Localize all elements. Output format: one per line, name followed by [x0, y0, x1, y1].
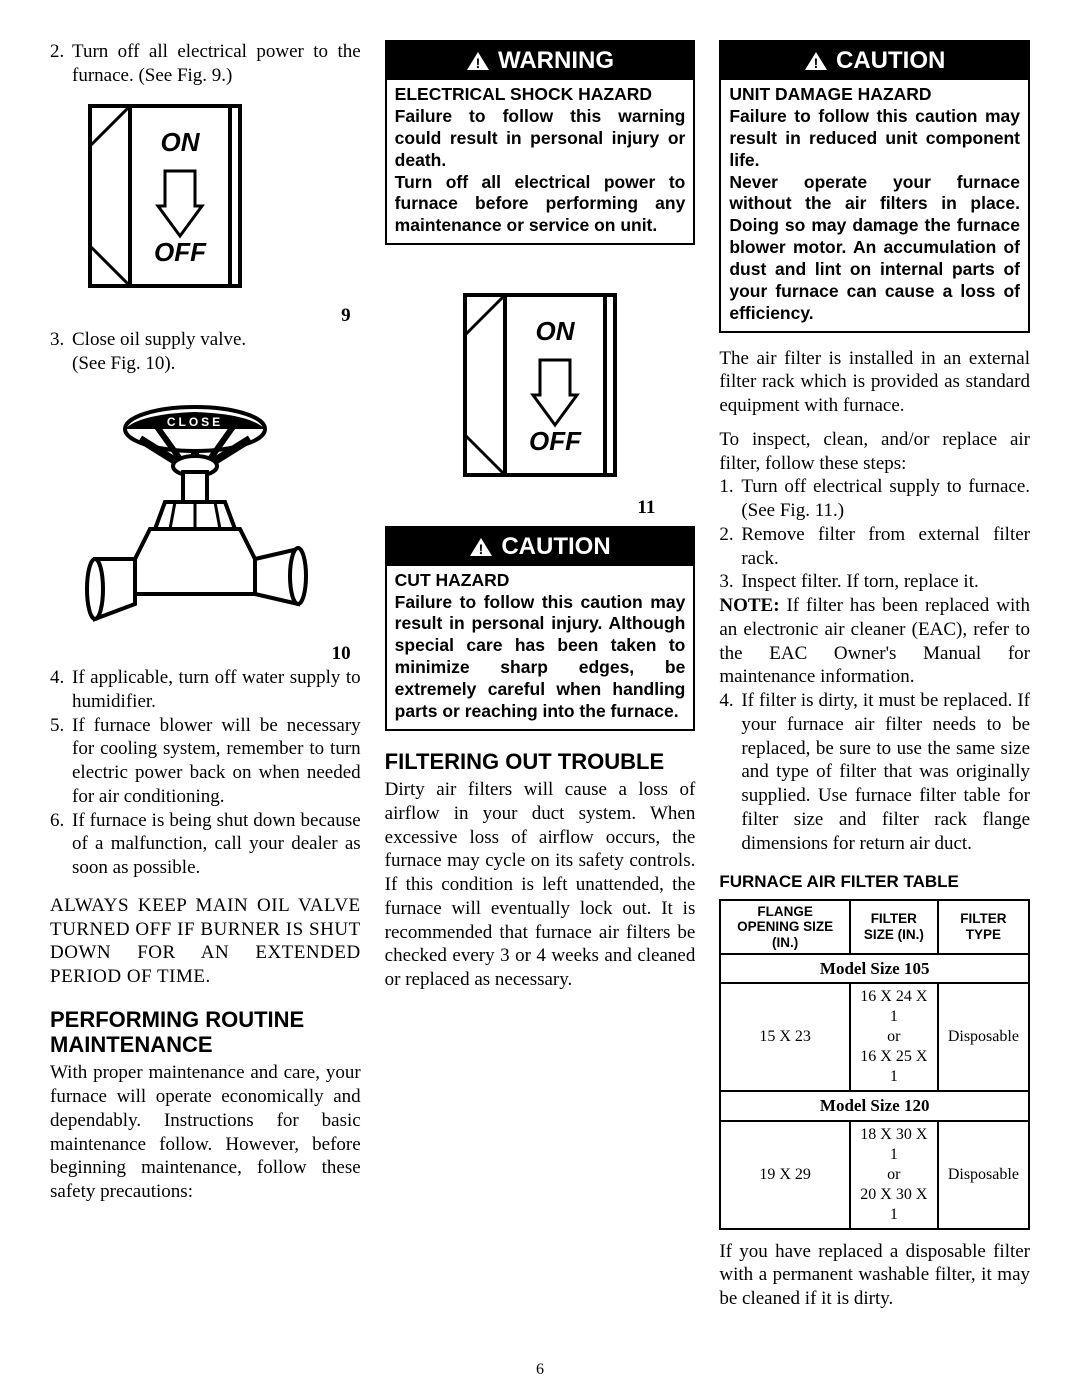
list-number: 5.: [50, 714, 72, 809]
list-text: If furnace is being shut down because of…: [72, 809, 361, 880]
body-text: With proper maintenance and care, your f…: [50, 1061, 361, 1204]
table-row: 19 X 29 18 X 30 X 1 or 20 X 30 X 1 Dispo…: [720, 1121, 1029, 1229]
caution-label: CAUTION: [501, 532, 610, 562]
columns: 2. Turn off all electrical power to the …: [50, 40, 1030, 1340]
list-number: 1.: [719, 475, 741, 523]
caution-box: ! CAUTION UNIT DAMAGE HAZARD Failure to …: [719, 40, 1030, 333]
svg-text:ON: ON: [536, 316, 576, 346]
caution-header: ! CAUTION: [387, 528, 694, 566]
page: 2. Turn off all electrical power to the …: [0, 0, 1080, 1397]
body-text: Dirty air filters will cause a loss of a…: [385, 778, 696, 992]
list-item: 4. If applicable, turn off water supply …: [50, 666, 361, 714]
list-item: 5. If furnace blower will be necessary f…: [50, 714, 361, 809]
svg-text:!: !: [814, 55, 819, 71]
svg-text:ON: ON: [161, 127, 201, 157]
list-text: Inspect filter. If torn, replace it.: [741, 570, 1030, 594]
column-3: ! CAUTION UNIT DAMAGE HAZARD Failure to …: [719, 40, 1030, 1340]
table-cell: 18 X 30 X 1 or 20 X 30 X 1: [850, 1121, 938, 1229]
list-number: 3.: [50, 328, 72, 376]
caution-header: ! CAUTION: [721, 42, 1028, 80]
caution-label: CAUTION: [836, 46, 945, 76]
list-number: 4.: [50, 666, 72, 714]
list-item: 1. Turn off electrical supply to furnace…: [719, 475, 1030, 523]
list-number: 2.: [719, 523, 741, 571]
warning-label: WARNING: [498, 46, 614, 76]
svg-text:CLOSE: CLOSE: [167, 415, 223, 429]
list-text: Turn off all electrical power to the fur…: [72, 40, 361, 88]
list-item: 2. Remove filter from external filter ra…: [719, 523, 1030, 571]
svg-text:!: !: [479, 541, 484, 557]
svg-text:OFF: OFF: [154, 237, 207, 267]
figure-11: ON OFF: [385, 285, 696, 492]
list-item: 6. If furnace is being shut down because…: [50, 809, 361, 880]
note-text: NOTE: If filter has been replaced with a…: [719, 594, 1030, 689]
table-cell: 15 X 23: [720, 983, 850, 1091]
table-row: Model Size 105: [720, 954, 1029, 983]
column-2: ! WARNING ELECTRICAL SHOCK HAZARD Failur…: [385, 40, 696, 1340]
figure-number: 11: [385, 496, 656, 520]
table-header-row: FLANGE OPENING SIZE (IN.) FILTER SIZE (I…: [720, 900, 1029, 955]
warning-triangle-icon: !: [466, 51, 490, 71]
list-number: 6.: [50, 809, 72, 880]
caution-body: UNIT DAMAGE HAZARD Failure to follow thi…: [721, 80, 1028, 331]
warning-triangle-icon: !: [469, 537, 493, 557]
list-item: 2. Turn off all electrical power to the …: [50, 40, 361, 88]
table-row: Model Size 120: [720, 1091, 1029, 1120]
warning-triangle-icon: !: [804, 51, 828, 71]
list-number: 3.: [719, 570, 741, 594]
figure-10: CLOSE: [80, 384, 361, 641]
figure-number: 9: [50, 304, 361, 328]
list-text: If filter is dirty, it must be replaced.…: [741, 689, 1030, 855]
section-heading: FILTERING OUT TROUBLE: [385, 749, 696, 774]
column-1: 2. Turn off all electrical power to the …: [50, 40, 361, 1340]
valve-icon: CLOSE: [80, 384, 310, 634]
list-text: Close oil supply valve. (See Fig. 10).: [72, 328, 361, 376]
table-cell: Model Size 105: [720, 954, 1029, 983]
list-text: Remove filter from external filter rack.: [741, 523, 1030, 571]
table-title: FURNACE AIR FILTER TABLE: [719, 871, 1030, 892]
caution-body: CUT HAZARD Failure to follow this cautio…: [387, 566, 694, 729]
table-cell: 19 X 29: [720, 1121, 850, 1229]
table-header: FILTER TYPE: [938, 900, 1029, 955]
warning-box: ! WARNING ELECTRICAL SHOCK HAZARD Failur…: [385, 40, 696, 245]
table-row: 15 X 23 16 X 24 X 1 or 16 X 25 X 1 Dispo…: [720, 983, 1029, 1091]
list-item: 3. Close oil supply valve. (See Fig. 10)…: [50, 328, 361, 376]
table-header: FLANGE OPENING SIZE (IN.): [720, 900, 850, 955]
filter-table: FLANGE OPENING SIZE (IN.) FILTER SIZE (I…: [719, 899, 1030, 1230]
caution-box: ! CAUTION CUT HAZARD Failure to follow t…: [385, 526, 696, 731]
list-text: If furnace blower will be necessary for …: [72, 714, 361, 809]
warning-header: ! WARNING: [387, 42, 694, 80]
body-text: The air filter is installed in an extern…: [719, 347, 1030, 418]
list-item: 4. If filter is dirty, it must be replac…: [719, 689, 1030, 855]
switch-icon: ON OFF: [80, 96, 250, 296]
svg-text:!: !: [476, 55, 481, 71]
figure-number: 10: [50, 642, 361, 666]
table-cell: 16 X 24 X 1 or 16 X 25 X 1: [850, 983, 938, 1091]
svg-text:OFF: OFF: [529, 426, 582, 456]
section-heading: PERFORMING ROUTINE MAINTENANCE: [50, 1007, 361, 1058]
list-item: 3. Inspect filter. If torn, replace it.: [719, 570, 1030, 594]
table-cell: Disposable: [938, 983, 1029, 1091]
list-text: Turn off electrical supply to furnace. (…: [741, 475, 1030, 523]
switch-icon: ON OFF: [455, 285, 625, 485]
table-cell: Model Size 120: [720, 1091, 1029, 1120]
warning-body: ELECTRICAL SHOCK HAZARD Failure to follo…: [387, 80, 694, 243]
table-cell: Disposable: [938, 1121, 1029, 1229]
page-number: 6: [0, 1361, 1080, 1379]
body-text: To inspect, clean, and/or replace air fi…: [719, 428, 1030, 476]
list-text: If applicable, turn off water supply to …: [72, 666, 361, 714]
figure-9: ON OFF: [80, 96, 361, 303]
always-text: ALWAYS KEEP MAIN OIL VALVE TURNED OFF IF…: [50, 894, 361, 989]
list-number: 2.: [50, 40, 72, 88]
body-text: If you have replaced a disposable filter…: [719, 1240, 1030, 1311]
table-header: FILTER SIZE (IN.): [850, 900, 938, 955]
list-number: 4.: [719, 689, 741, 855]
